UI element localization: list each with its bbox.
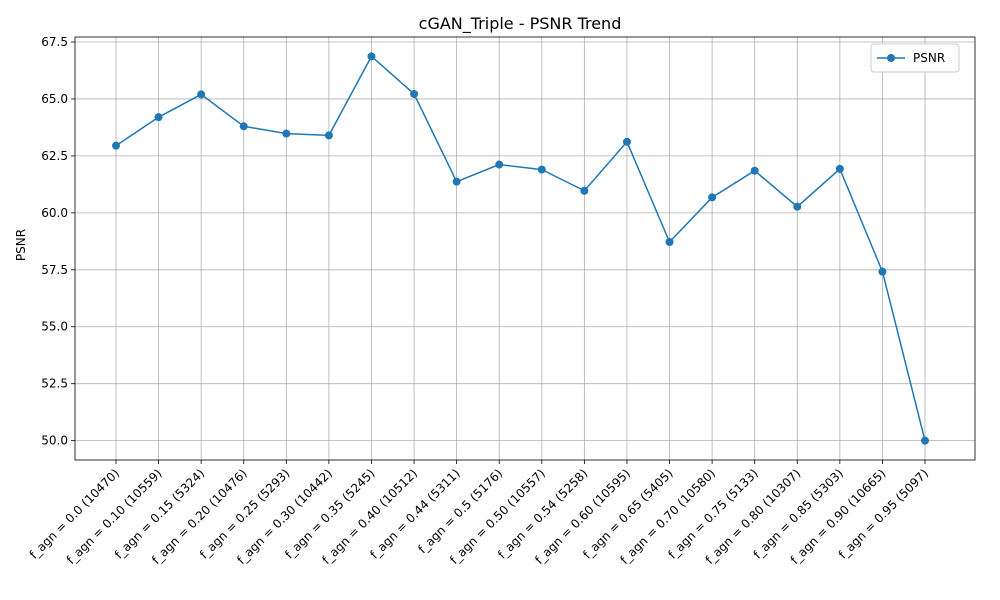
data-point bbox=[367, 52, 376, 61]
data-point bbox=[835, 164, 844, 173]
legend-label-psnr: PSNR bbox=[913, 51, 945, 65]
data-point bbox=[921, 436, 929, 445]
y-tick-labels: 50.0 52.5 55.0 57.5 60.0 62.5 65.0 67.5 bbox=[41, 35, 68, 448]
data-point bbox=[622, 137, 631, 146]
data-point bbox=[495, 160, 504, 169]
data-point bbox=[282, 129, 291, 138]
data-point bbox=[154, 113, 163, 122]
legend-marker-swatch bbox=[887, 54, 895, 62]
data-point bbox=[708, 193, 717, 202]
y-tick-label: 57.5 bbox=[41, 263, 68, 277]
chart-title: cGAN_Triple - PSNR Trend bbox=[419, 14, 622, 34]
y-tick-label: 65.0 bbox=[41, 92, 68, 106]
data-point bbox=[410, 89, 419, 98]
data-point bbox=[537, 165, 546, 174]
y-tick-label: 50.0 bbox=[41, 434, 68, 448]
y-tick-label: 52.5 bbox=[41, 377, 68, 391]
grid-lines bbox=[75, 37, 975, 460]
data-point bbox=[750, 166, 759, 175]
legend-box bbox=[870, 43, 960, 73]
legend: PSNR bbox=[870, 43, 960, 73]
y-tick-label: 60.0 bbox=[41, 206, 68, 220]
data-point bbox=[239, 122, 248, 131]
data-point bbox=[324, 131, 333, 140]
data-point bbox=[793, 202, 802, 211]
plot-frame bbox=[74, 36, 976, 461]
y-tick-label: 67.5 bbox=[41, 35, 68, 49]
data-point bbox=[112, 141, 120, 150]
axes bbox=[71, 36, 976, 464]
data-point bbox=[878, 267, 887, 276]
data-point bbox=[580, 186, 589, 195]
data-point bbox=[452, 177, 461, 186]
y-tick-label: 62.5 bbox=[41, 149, 68, 163]
x-tick-labels: f_agn = 0.0 (10470)f_agn = 0.10 (10559)f… bbox=[27, 466, 931, 567]
data-point bbox=[197, 90, 206, 99]
y-axis-label: PSNR bbox=[14, 229, 28, 261]
data-point bbox=[665, 238, 674, 247]
series-psnr bbox=[112, 52, 929, 445]
series-line bbox=[115, 55, 926, 441]
y-tick-label: 55.0 bbox=[41, 320, 68, 334]
